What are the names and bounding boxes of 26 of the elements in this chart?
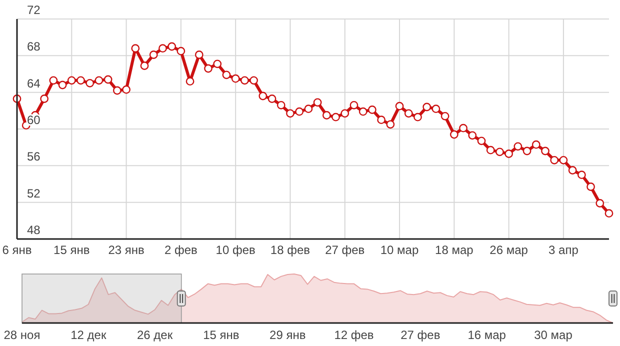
x-tick-label: 16 мар — [468, 328, 506, 342]
x-tick-label: 30 мар — [534, 328, 573, 342]
x-tick-label: 12 фев — [334, 328, 374, 342]
x-tick-label: 10 фев — [216, 243, 256, 257]
y-tick-label: 64 — [27, 76, 41, 90]
x-tick-label: 29 янв — [270, 328, 306, 342]
x-tick-label: 26 мар — [490, 243, 528, 257]
x-tick-label: 15 янв — [203, 328, 240, 342]
x-tick-label: 27 фев — [325, 243, 365, 257]
x-tick-label: 18 мар — [435, 243, 474, 257]
y-tick-label: 72 — [27, 3, 41, 17]
x-tick-label: 6 янв — [2, 243, 32, 257]
x-tick-label: 28 ноя — [4, 328, 40, 342]
x-tick-label: 12 дек — [70, 328, 107, 342]
y-tick-label: 68 — [27, 40, 41, 54]
x-tick-label: 3 апр — [548, 243, 579, 257]
y-tick-label: 56 — [27, 150, 41, 164]
x-tick-label: 2 фев — [164, 243, 198, 257]
x-tick-label: 10 мар — [380, 243, 419, 257]
y-tick-label: 52 — [27, 186, 41, 200]
x-tick-label: 23 янв — [108, 243, 144, 257]
x-tick-label: 18 фев — [270, 243, 310, 257]
y-tick-label: 48 — [27, 223, 41, 237]
x-tick-label: 15 янв — [54, 243, 90, 257]
x-tick-label: 27 фев — [400, 328, 440, 342]
x-tick-label: 26 дек — [137, 328, 174, 342]
